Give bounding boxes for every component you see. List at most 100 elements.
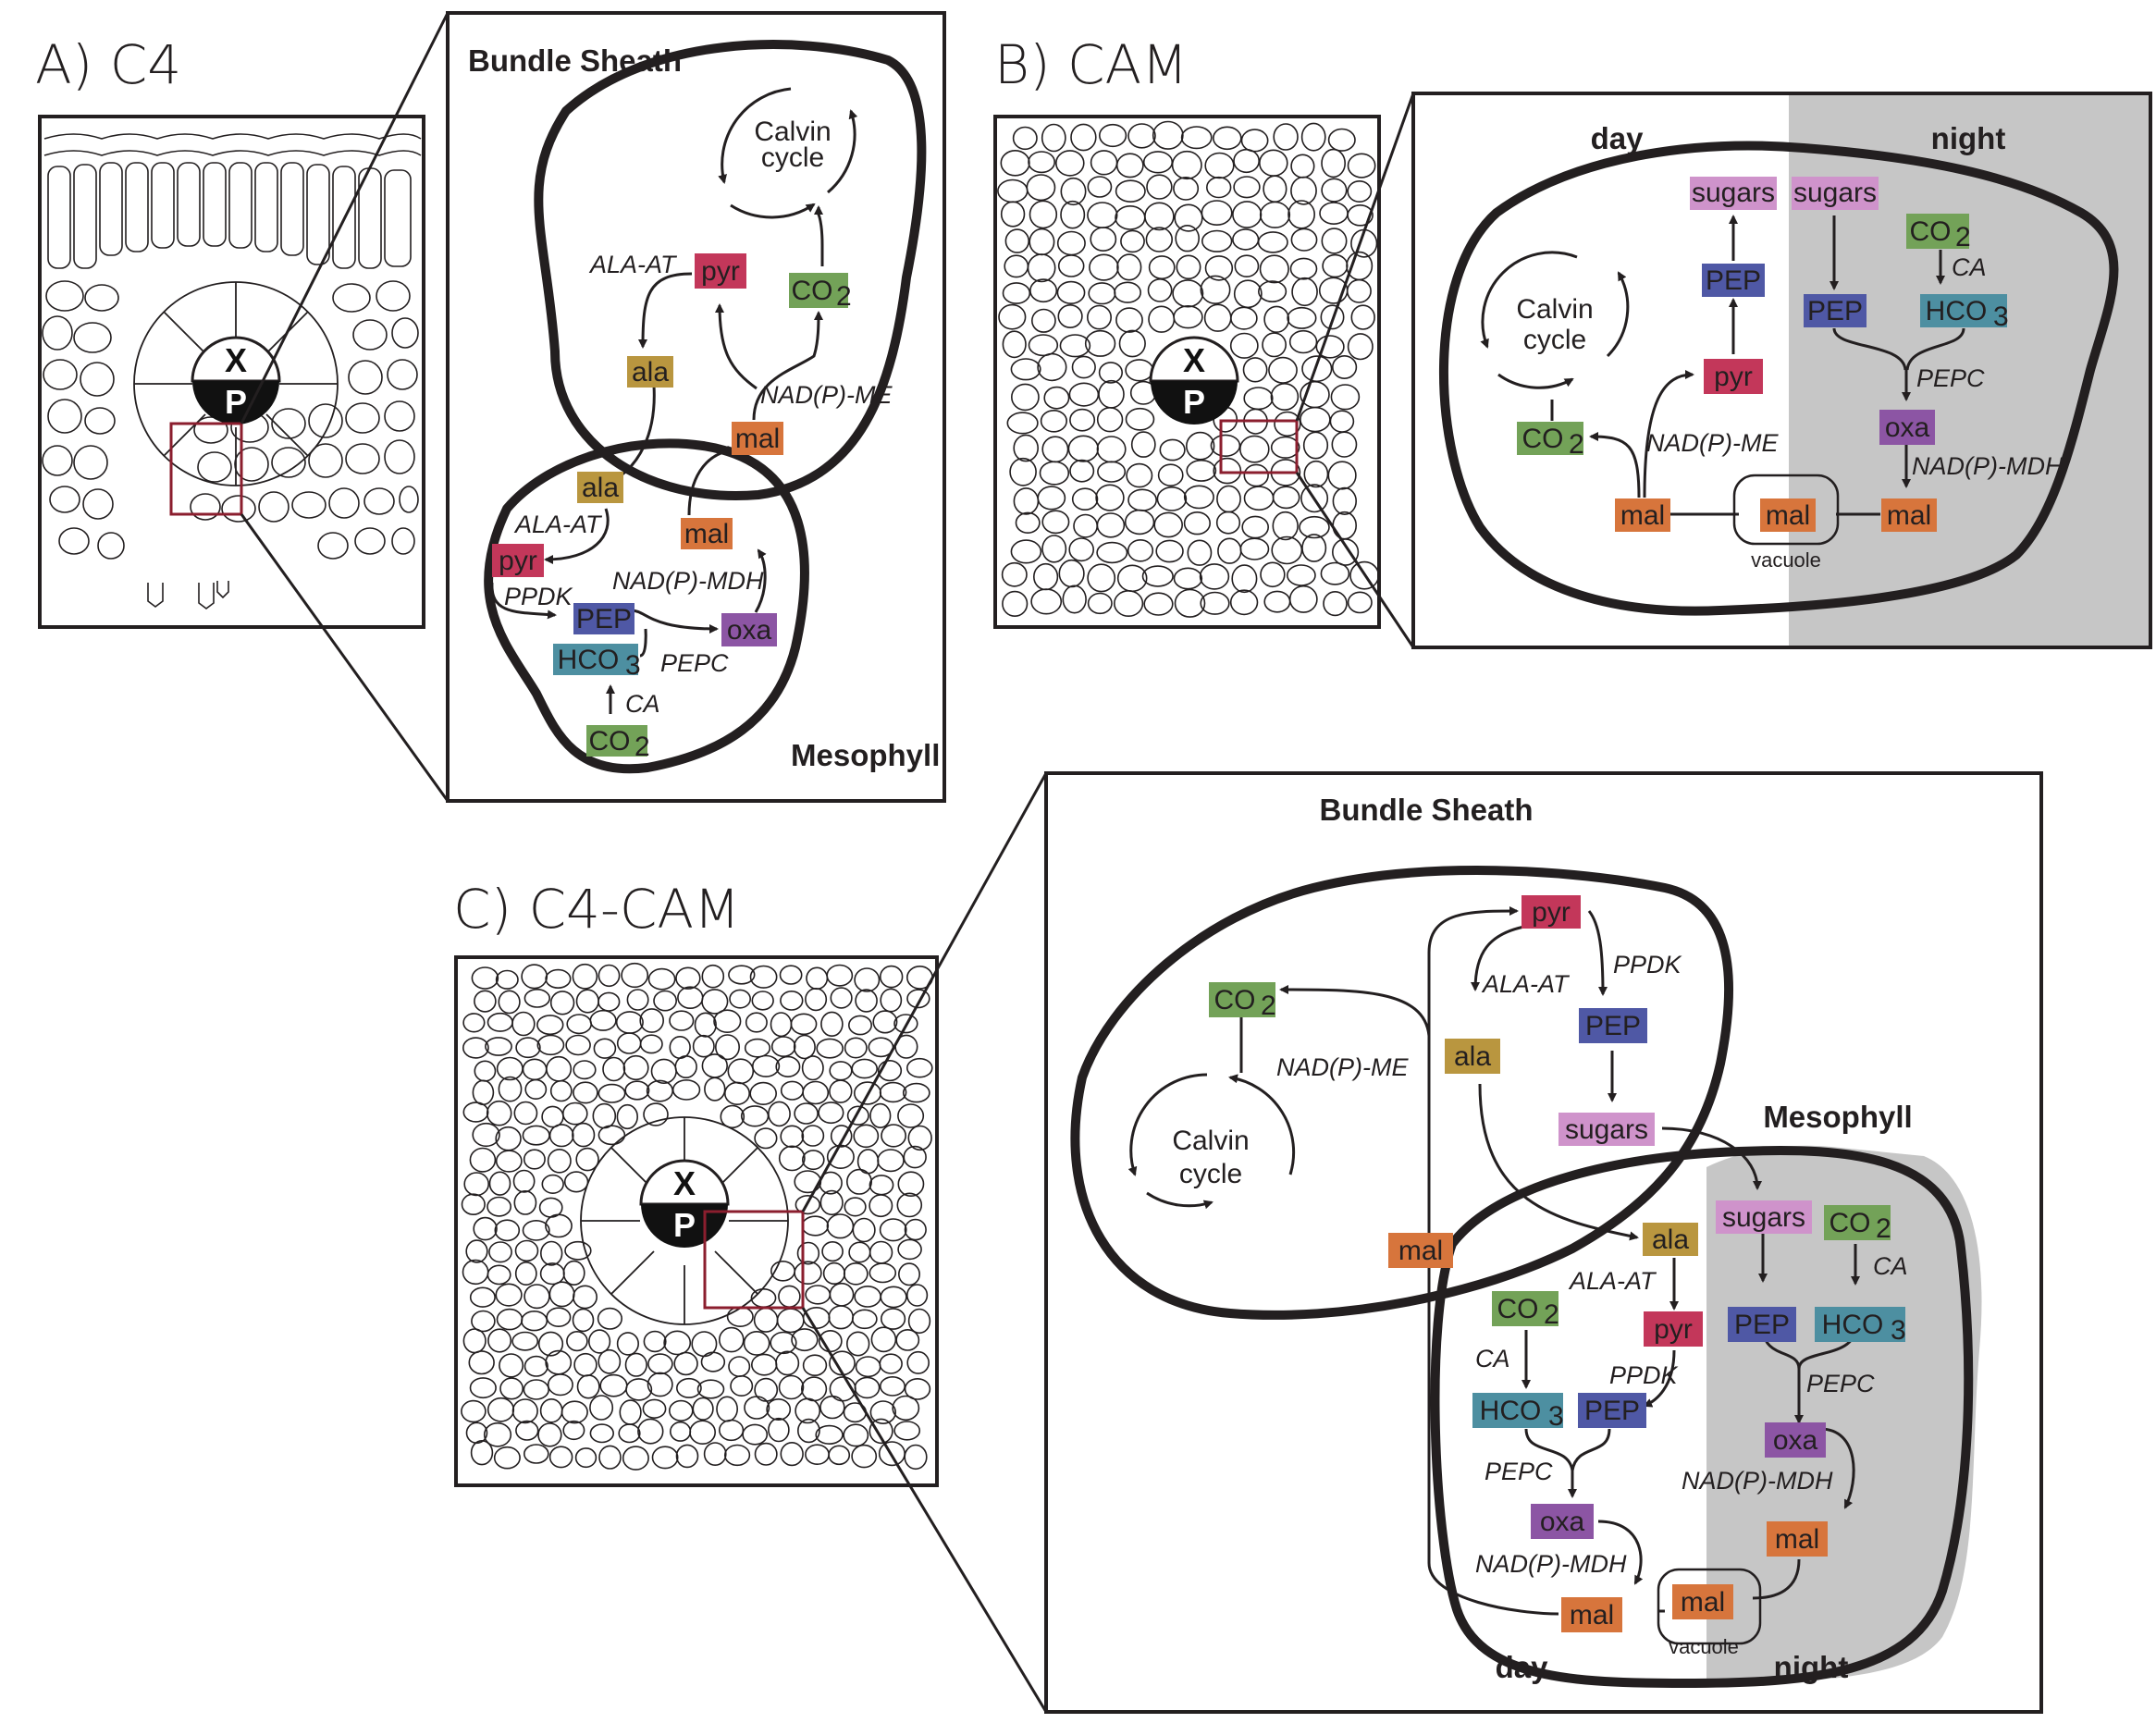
leaf-cell [1071, 355, 1096, 379]
leaf-cell [1289, 257, 1318, 280]
calvin-arrow-c2 [1146, 1191, 1214, 1210]
leaf-cell [547, 1149, 572, 1174]
leaf-cell [1057, 303, 1083, 328]
leaf-cell [499, 1353, 524, 1378]
leaf-cell [847, 1015, 872, 1036]
leaf-cell [701, 989, 729, 1015]
leaf-cell [1153, 511, 1183, 538]
met-sugars-night-c: sugars [1716, 1200, 1812, 1234]
leaf-cell [877, 1059, 903, 1082]
leaf-cell [790, 1013, 818, 1036]
svg-text:HCO: HCO [1822, 1310, 1884, 1340]
leaf-cell [513, 1190, 537, 1215]
leaf-cell [778, 1374, 805, 1400]
leaf-cell [522, 1220, 550, 1241]
leaf-cell [485, 1037, 512, 1056]
pyr-to-pep-m-c [1643, 1349, 1676, 1408]
met-co2-day-c: CO 2 [1492, 1291, 1559, 1330]
leaf-cell [536, 1015, 564, 1036]
leaf-cell [844, 1037, 868, 1059]
hco3-to-oxa-join-b [1905, 327, 1965, 371]
leaf-cell [598, 1348, 622, 1374]
leaf-cell [564, 1240, 592, 1261]
calvin-label-a2: cycle [761, 142, 824, 173]
leaf-cell [1096, 541, 1128, 564]
leaf-cell [1183, 485, 1214, 510]
panel-b-leaf-section: X P [993, 115, 1381, 629]
leaf-cell [855, 989, 878, 1013]
leaf-cell [830, 1125, 853, 1148]
leaf-cell [728, 965, 756, 985]
night-label-c: night [1774, 1650, 1849, 1684]
leaf-cell [511, 1398, 538, 1424]
svg-text:mal: mal [1570, 1600, 1614, 1631]
leaf-cell [1124, 509, 1155, 535]
leaf-cell [674, 1055, 697, 1079]
met-pep-day-b: PEP [1702, 264, 1765, 297]
leaf-cell [1029, 278, 1058, 303]
bundle-sheath-label-a: Bundle Sheath [468, 43, 682, 78]
svg-text:ala: ala [1454, 1041, 1491, 1072]
leaf-cell [816, 1038, 844, 1059]
leaf-cell [514, 1261, 537, 1286]
leaf-cell [1290, 176, 1317, 205]
leaf-cell [493, 1446, 521, 1470]
panel-b-title: B) CAM [994, 33, 1188, 96]
leaf-cell [1291, 277, 1318, 307]
leaf-cell [906, 1350, 930, 1374]
co2-to-calvin-a [814, 205, 824, 266]
vacuole-c [1657, 1568, 1762, 1645]
leaf-cell [829, 1079, 853, 1103]
pep-to-oxa-join-b [1832, 327, 1907, 371]
leaf-cell [1290, 228, 1318, 252]
leaf-cell [572, 1308, 595, 1333]
leaf-cell [1096, 512, 1126, 538]
leaf-cell [1347, 204, 1374, 227]
enz-nadp-mdh-a: NAD(P)-MDH [612, 567, 764, 595]
panel-c-inset: Bundle Sheath Mesophyll day night Calvin… [1044, 771, 2043, 1714]
leaf-cell [870, 1326, 897, 1353]
leaf-cell [494, 1219, 521, 1242]
xylem-label: X [225, 341, 247, 379]
leaf-cell [575, 1147, 599, 1172]
svg-text:mal: mal [684, 519, 729, 549]
leaf-cell [573, 1081, 598, 1104]
leaf-cell [897, 1103, 925, 1128]
met-mal-vacuole-c: mal [1672, 1584, 1733, 1619]
leaf-cell [1060, 200, 1086, 229]
mesophyll-cell-a [484, 438, 809, 774]
met-oxa-m-a: oxa [721, 613, 777, 646]
leaf-cell [624, 1352, 647, 1377]
leaf-cell [1000, 150, 1030, 177]
leaf-cell [869, 1400, 896, 1425]
met-hco3-day-c: HCO 3 [1472, 1393, 1564, 1432]
leaf-cell [539, 1240, 563, 1266]
met-pep-day-c: PEP [1578, 1393, 1646, 1428]
leaf-cell [511, 1011, 536, 1037]
leaf-cell [843, 1423, 869, 1447]
leaf-cell [1146, 174, 1173, 200]
leaf-cell [1095, 484, 1125, 511]
leaf-cell [703, 1442, 727, 1467]
leaf-cell [869, 1102, 892, 1128]
leaf-cell [1037, 352, 1067, 382]
enz-pepc-c1: PEPC [1485, 1458, 1553, 1485]
leaf-cell [622, 1054, 649, 1081]
met-mal-bs-c: mal [1388, 1233, 1453, 1268]
enz-pepc-c2: PEPC [1806, 1370, 1875, 1397]
leaf-cell [1229, 332, 1259, 359]
met-oxa-night-b: oxa [1879, 410, 1935, 445]
leaf-cell [1347, 180, 1373, 203]
leaf-cell [1118, 329, 1146, 358]
leaf-cell [879, 1353, 903, 1374]
leaf-cell [462, 1013, 486, 1033]
leaf-cell [791, 1328, 819, 1352]
leaf-cell [1043, 386, 1070, 410]
leaf-cell [1300, 484, 1329, 513]
leaf-cell [546, 1307, 572, 1327]
leaf-cell [1274, 411, 1301, 437]
leaf-cell [523, 1444, 549, 1464]
svg-text:oxa: oxa [1773, 1425, 1818, 1456]
leaf-cell [749, 1081, 778, 1105]
leaf-cell [780, 1441, 804, 1467]
